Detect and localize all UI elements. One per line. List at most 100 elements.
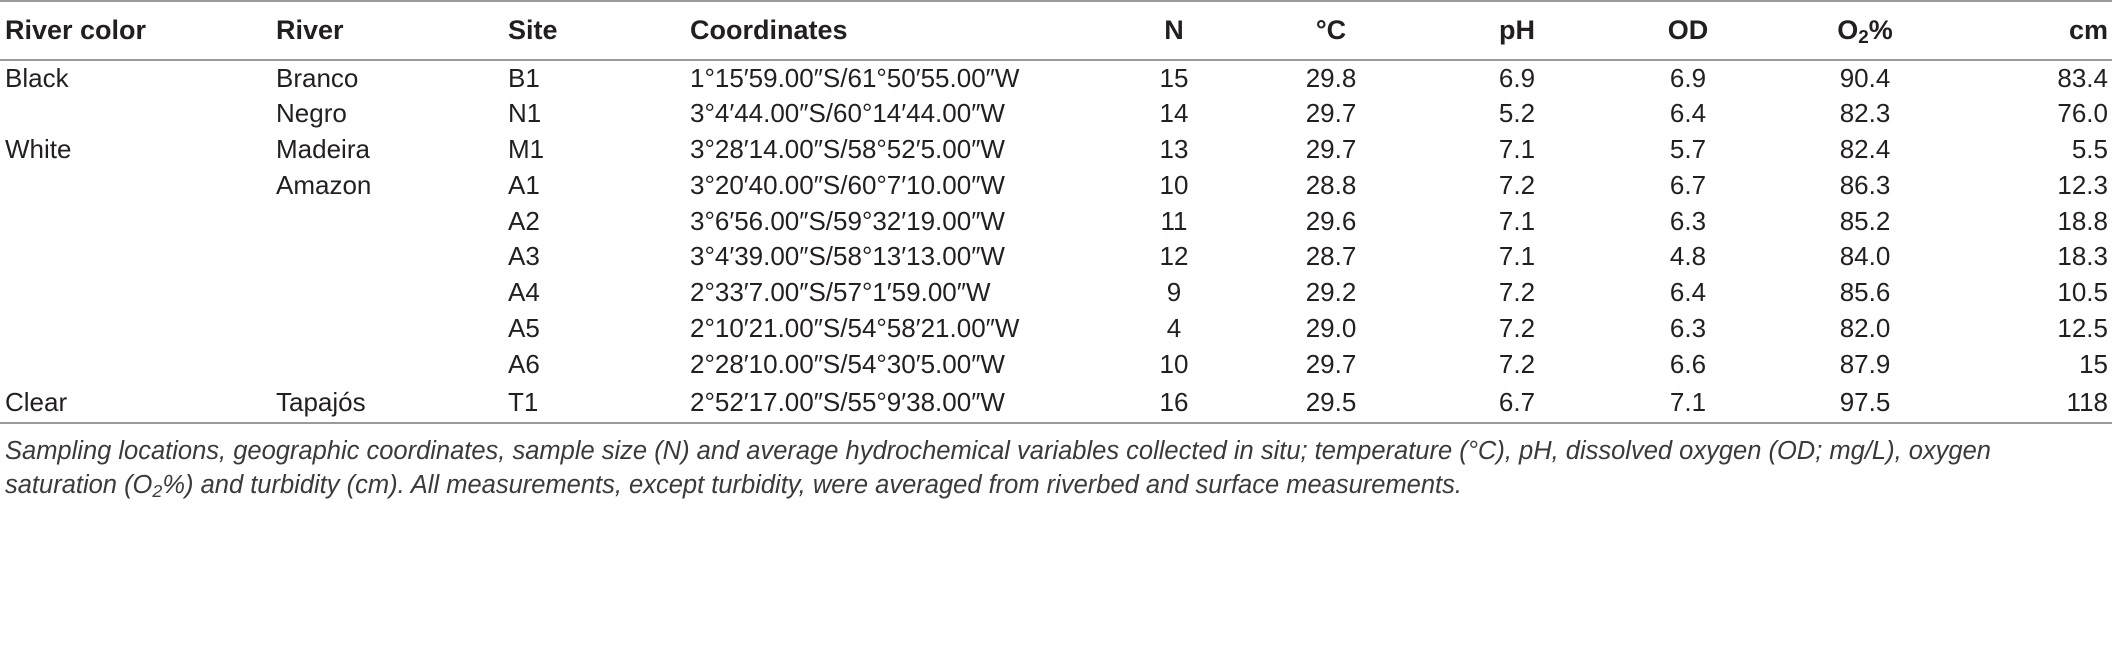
cell-site: A5 [508, 312, 540, 343]
cell-temperature: 29.6 [1305, 205, 1357, 236]
caption-text-part1: Sampling locations, geographic coordinat… [5, 437, 1991, 500]
cell-river: Negro [276, 98, 347, 129]
cell-temperature: 29.7 [1305, 98, 1357, 129]
cell-temperature: 28.8 [1305, 169, 1357, 200]
cell-coordinates: 2°33′7.00″S/57°1′59.00″W [690, 277, 991, 308]
cell-cm: 12.3 [2057, 169, 2108, 200]
cell-n: 4 [1166, 312, 1182, 343]
cell-river: Amazon [276, 169, 372, 200]
cell-n: 15 [1159, 62, 1189, 93]
cell-site: N1 [508, 98, 542, 129]
cell-river-color [0, 275, 270, 311]
cell-river-color: White [5, 133, 72, 164]
cell-coordinates: 3°4′44.00″S/60°14′44.00″W [690, 98, 1005, 129]
cell-temperature: 29.7 [1305, 348, 1357, 379]
cell-o2-saturation: 82.3 [1839, 98, 1891, 129]
table-row: Amazon A1 3°20′40.00″S/60°7′10.00″W 10 28.8 7… [0, 167, 2112, 203]
cell-od: 6.4 [1669, 98, 1707, 129]
cell-od: 6.4 [1669, 277, 1707, 308]
table-row: Negro N1 3°4′44.00″S/60°14′44.00″W 14 29.7 5.… [0, 96, 2112, 132]
cell-o2-saturation: 87.9 [1839, 348, 1891, 379]
header-ph: pH [1428, 0, 1606, 61]
header-river: River [270, 0, 502, 61]
cell-ph: 7.2 [1498, 312, 1536, 343]
cell-temperature: 29.7 [1305, 133, 1357, 164]
cell-river [270, 239, 502, 275]
cell-temperature: 29.5 [1234, 382, 1428, 425]
caption-text-part2: %) and turbidity (cm). All measurements,… [162, 471, 1462, 500]
cell-ph: 6.9 [1498, 62, 1536, 93]
cell-n: 13 [1159, 133, 1189, 164]
table-row: A3 3°4′39.00″S/58°13′13.00″W 12 28.7 7.1 4.8 8… [0, 239, 2112, 275]
cell-ph: 6.7 [1428, 382, 1606, 425]
cell-river-color [0, 346, 270, 382]
cell-river-color [0, 311, 270, 347]
cell-o2-saturation: 90.4 [1839, 62, 1891, 93]
cell-coordinates: 2°52′17.00″S/55°9′38.00″W [684, 382, 1114, 425]
cell-cm: 118 [1960, 382, 2112, 425]
cell-river [270, 311, 502, 347]
cell-site: A2 [508, 205, 540, 236]
cell-o2-saturation: 82.0 [1839, 312, 1891, 343]
cell-o2-saturation: 85.2 [1839, 205, 1891, 236]
cell-temperature: 29.2 [1305, 277, 1357, 308]
cell-river-color: Black [5, 62, 69, 93]
cell-o2-saturation: 84.0 [1839, 241, 1891, 272]
cell-ph: 7.2 [1498, 348, 1536, 379]
cell-od: 6.9 [1669, 62, 1707, 93]
cell-od: 5.7 [1669, 133, 1707, 164]
cell-river [270, 275, 502, 311]
cell-site: A6 [508, 348, 540, 379]
cell-river: Branco [276, 62, 359, 93]
hydrochemical-table: River color River Site Coordinates N °C … [0, 0, 2112, 425]
cell-cm: 18.8 [2057, 205, 2108, 236]
cell-od: 6.7 [1669, 169, 1707, 200]
cell-od: 6.3 [1669, 205, 1707, 236]
cell-river-color [0, 167, 270, 203]
cell-ph: 7.1 [1498, 205, 1536, 236]
cell-temperature: 29.0 [1305, 312, 1357, 343]
cell-n: 10 [1159, 348, 1189, 379]
cell-river-color [0, 203, 270, 239]
cell-river: Madeira [276, 133, 370, 164]
header-n: N [1114, 0, 1234, 61]
cell-river-color: Clear [0, 382, 270, 425]
cell-coordinates: 2°28′10.00″S/54°30′5.00″W [690, 348, 1005, 379]
data-table-container: River color River Site Coordinates N °C … [0, 0, 2112, 502]
cell-coordinates: 3°20′40.00″S/60°7′10.00″W [690, 169, 1005, 200]
header-o2-saturation: O2% [1770, 0, 1960, 61]
table-row: A2 3°6′56.00″S/59°32′19.00″W 11 29.6 7.1 6.3 8… [0, 203, 2112, 239]
table-row: A5 2°10′21.00″S/54°58′21.00″W 4 29.0 7.2 6.3 8… [0, 311, 2112, 347]
cell-cm: 15 [2079, 348, 2108, 379]
cell-n: 12 [1159, 241, 1189, 272]
cell-ph: 7.1 [1498, 241, 1536, 272]
cell-cm: 83.4 [2057, 62, 2108, 93]
cell-n: 9 [1166, 277, 1182, 308]
cell-od: 4.8 [1669, 241, 1707, 272]
cell-od: 6.3 [1669, 312, 1707, 343]
cell-river [270, 346, 502, 382]
cell-temperature: 29.8 [1305, 62, 1357, 93]
header-od: OD [1606, 0, 1770, 61]
cell-coordinates: 1°15′59.00″S/61°50′55.00″W [690, 62, 1020, 93]
cell-site: T1 [502, 382, 684, 425]
cell-cm: 76.0 [2057, 98, 2108, 129]
table-caption: Sampling locations, geographic coordinat… [5, 434, 2105, 502]
cell-site: A4 [508, 277, 540, 308]
cell-site: M1 [508, 133, 545, 164]
header-temperature: °C [1234, 0, 1428, 61]
header-site: Site [502, 0, 684, 61]
cell-ph: 5.2 [1498, 98, 1536, 129]
cell-cm: 10.5 [2057, 277, 2108, 308]
cell-temperature: 28.7 [1305, 241, 1357, 272]
cell-od: 7.1 [1606, 382, 1770, 425]
cell-river-color [0, 239, 270, 275]
table-row: A6 2°28′10.00″S/54°30′5.00″W 10 29.7 7.2 6.6 8… [0, 346, 2112, 382]
cell-site: B1 [508, 62, 540, 93]
caption-subscript: 2 [152, 481, 163, 502]
cell-coordinates: 3°4′39.00″S/58°13′13.00″W [690, 241, 1005, 272]
cell-o2-saturation: 97.5 [1770, 382, 1960, 425]
cell-n: 11 [1160, 205, 1188, 236]
header-o2-prefix: O [1837, 15, 1859, 45]
table-row: A4 2°33′7.00″S/57°1′59.00″W 9 29.2 7.2 6.4 85.… [0, 275, 2112, 311]
